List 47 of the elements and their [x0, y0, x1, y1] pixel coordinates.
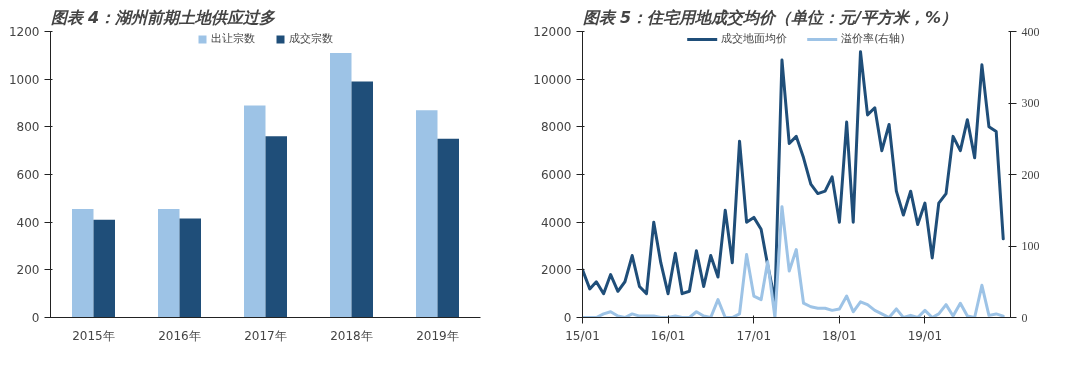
chart-title: 图表 5：住宅用地成交均价（单位：元/平方米，%）	[582, 7, 958, 27]
x-tick-label: 2018年	[330, 328, 373, 343]
bar	[351, 81, 373, 318]
x-tick-label: 2019年	[416, 328, 459, 343]
y-tick-label: 0	[563, 311, 572, 325]
x-tick-label: 16/01	[650, 328, 686, 343]
y2-tick-label: 200	[1021, 167, 1040, 182]
line-series	[582, 205, 1005, 318]
x-tick-label: 18/01	[822, 328, 857, 343]
legend-label: 成交宗数	[289, 31, 333, 46]
bar	[93, 219, 115, 318]
y-tick-label: 2000	[540, 263, 572, 278]
x-tick-label: 2017年	[244, 328, 287, 343]
y2-tick-label: 0	[1021, 310, 1028, 325]
y-tick-label: 0	[31, 311, 40, 325]
y-tick-label: 8000	[540, 120, 572, 135]
y-tick-label: 1200	[8, 25, 40, 39]
bar	[179, 218, 201, 318]
y-tick-label: 800	[16, 120, 40, 135]
y-tick-label: 400	[16, 215, 40, 230]
bar	[265, 136, 287, 318]
x-tick-label: 17/01	[736, 328, 772, 343]
y2-tick-label: 100	[1021, 239, 1040, 253]
y2-tick-label: 300	[1021, 96, 1040, 110]
x-tick-label: 15/01	[565, 328, 600, 343]
y-tick-label: 6000	[540, 168, 572, 182]
y2-tick-label: 400	[1021, 24, 1040, 39]
x-tick-label: 2015年	[72, 328, 115, 343]
y-tick-label: 10000	[533, 72, 572, 87]
bar	[244, 105, 266, 318]
y-tick-label: 200	[16, 263, 40, 278]
y-tick-label: 600	[16, 168, 40, 182]
y-tick-label: 4000	[540, 215, 572, 230]
y-tick-label: 1000	[8, 72, 40, 87]
legend-label: 溢价率(右轴)	[841, 31, 905, 46]
bar	[416, 110, 438, 318]
bar	[158, 209, 180, 318]
bar	[72, 209, 94, 318]
chart-title: 图表 4：湖州前期土地供应过多	[50, 7, 277, 27]
x-tick-label: 2016年	[158, 328, 201, 343]
x-tick-label: 19/01	[907, 328, 943, 343]
line-series	[582, 50, 1005, 303]
legend-label: 成交地面均价	[721, 31, 788, 46]
legend-label: 出让宗数	[211, 31, 255, 46]
y-tick-label: 12000	[533, 25, 572, 39]
bar	[437, 138, 459, 318]
bar	[330, 52, 352, 318]
